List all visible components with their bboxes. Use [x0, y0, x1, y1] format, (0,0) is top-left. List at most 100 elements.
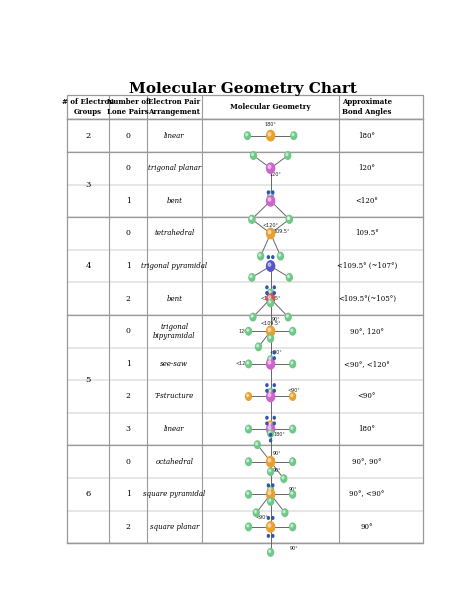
Circle shape [257, 345, 259, 347]
Circle shape [285, 313, 291, 321]
Circle shape [270, 439, 272, 442]
Circle shape [268, 491, 271, 495]
Circle shape [291, 132, 297, 139]
Circle shape [266, 391, 274, 402]
Circle shape [247, 394, 249, 397]
Text: 180°: 180° [264, 122, 276, 128]
Circle shape [272, 256, 274, 259]
Circle shape [273, 292, 275, 294]
Circle shape [269, 291, 271, 293]
Circle shape [268, 191, 273, 199]
Text: # of Electron
Groups: # of Electron Groups [62, 99, 114, 116]
Text: bent: bent [166, 295, 182, 303]
Text: <109.5°: <109.5° [260, 296, 281, 301]
Circle shape [266, 422, 268, 425]
Circle shape [272, 517, 274, 519]
Circle shape [288, 217, 290, 219]
Text: 1: 1 [126, 490, 130, 498]
Text: <90°: <90° [357, 392, 376, 400]
Circle shape [282, 476, 284, 479]
Circle shape [268, 498, 273, 505]
Circle shape [247, 492, 249, 495]
Circle shape [272, 535, 274, 537]
Circle shape [255, 443, 257, 445]
Circle shape [282, 509, 288, 517]
Text: 0: 0 [126, 458, 130, 466]
Circle shape [268, 165, 271, 169]
Circle shape [292, 134, 294, 136]
Circle shape [269, 422, 271, 425]
Circle shape [246, 393, 252, 400]
Circle shape [246, 327, 252, 335]
Circle shape [247, 459, 249, 462]
Text: <90°: <90° [270, 350, 283, 355]
Circle shape [268, 230, 271, 234]
Circle shape [255, 511, 256, 513]
Circle shape [273, 357, 275, 360]
Circle shape [258, 253, 264, 260]
Circle shape [269, 301, 271, 303]
Text: 109.5°: 109.5° [355, 229, 379, 237]
Text: T-structure: T-structure [155, 392, 194, 400]
Circle shape [269, 488, 271, 490]
Text: Molecular Geometry Chart: Molecular Geometry Chart [129, 82, 357, 96]
Circle shape [286, 216, 292, 223]
Circle shape [266, 424, 274, 434]
Circle shape [253, 509, 259, 517]
Text: 6: 6 [85, 490, 91, 498]
Text: 180°: 180° [358, 132, 375, 140]
Circle shape [290, 393, 296, 400]
Text: bent: bent [166, 197, 182, 205]
Text: 180°: 180° [358, 425, 375, 433]
Circle shape [288, 217, 290, 219]
Text: 120°: 120° [238, 329, 250, 333]
Circle shape [269, 390, 271, 392]
Circle shape [269, 499, 271, 501]
Circle shape [288, 275, 290, 278]
Circle shape [273, 422, 275, 425]
Circle shape [268, 389, 273, 396]
Text: <109.5°: <109.5° [260, 321, 281, 326]
Circle shape [285, 152, 291, 159]
Text: 90°: 90° [361, 523, 373, 531]
Circle shape [290, 523, 296, 531]
Circle shape [266, 359, 274, 369]
Circle shape [266, 416, 268, 419]
Text: Number of
Lone Pairs: Number of Lone Pairs [107, 99, 149, 116]
Text: 2: 2 [126, 523, 130, 531]
Circle shape [247, 427, 249, 429]
Text: 120°: 120° [358, 164, 375, 172]
Text: square planar: square planar [150, 523, 199, 531]
Circle shape [273, 416, 275, 419]
Circle shape [291, 329, 293, 332]
Circle shape [246, 523, 252, 531]
Circle shape [266, 163, 274, 173]
Circle shape [273, 351, 275, 354]
Circle shape [266, 457, 274, 467]
Text: trigonal planar: trigonal planar [148, 164, 201, 172]
Circle shape [286, 273, 292, 281]
Circle shape [250, 217, 252, 219]
Circle shape [290, 458, 296, 465]
Circle shape [250, 217, 252, 219]
Text: Approximate
Bond Angles: Approximate Bond Angles [342, 99, 392, 116]
Circle shape [268, 299, 273, 306]
Circle shape [246, 134, 247, 136]
Circle shape [266, 326, 274, 337]
Circle shape [291, 362, 293, 364]
Text: 2: 2 [126, 295, 130, 303]
Circle shape [269, 431, 271, 433]
Circle shape [269, 470, 271, 472]
Circle shape [266, 131, 274, 141]
Text: trigonal pyramidal: trigonal pyramidal [141, 262, 208, 270]
Circle shape [272, 484, 274, 487]
Text: 90°, 90°: 90°, 90° [352, 458, 382, 466]
Circle shape [268, 198, 271, 201]
Text: <120°: <120° [236, 362, 251, 367]
Circle shape [268, 335, 273, 342]
Circle shape [270, 433, 272, 436]
Circle shape [269, 336, 271, 338]
Circle shape [250, 152, 256, 159]
Circle shape [269, 357, 271, 360]
Circle shape [278, 253, 283, 260]
